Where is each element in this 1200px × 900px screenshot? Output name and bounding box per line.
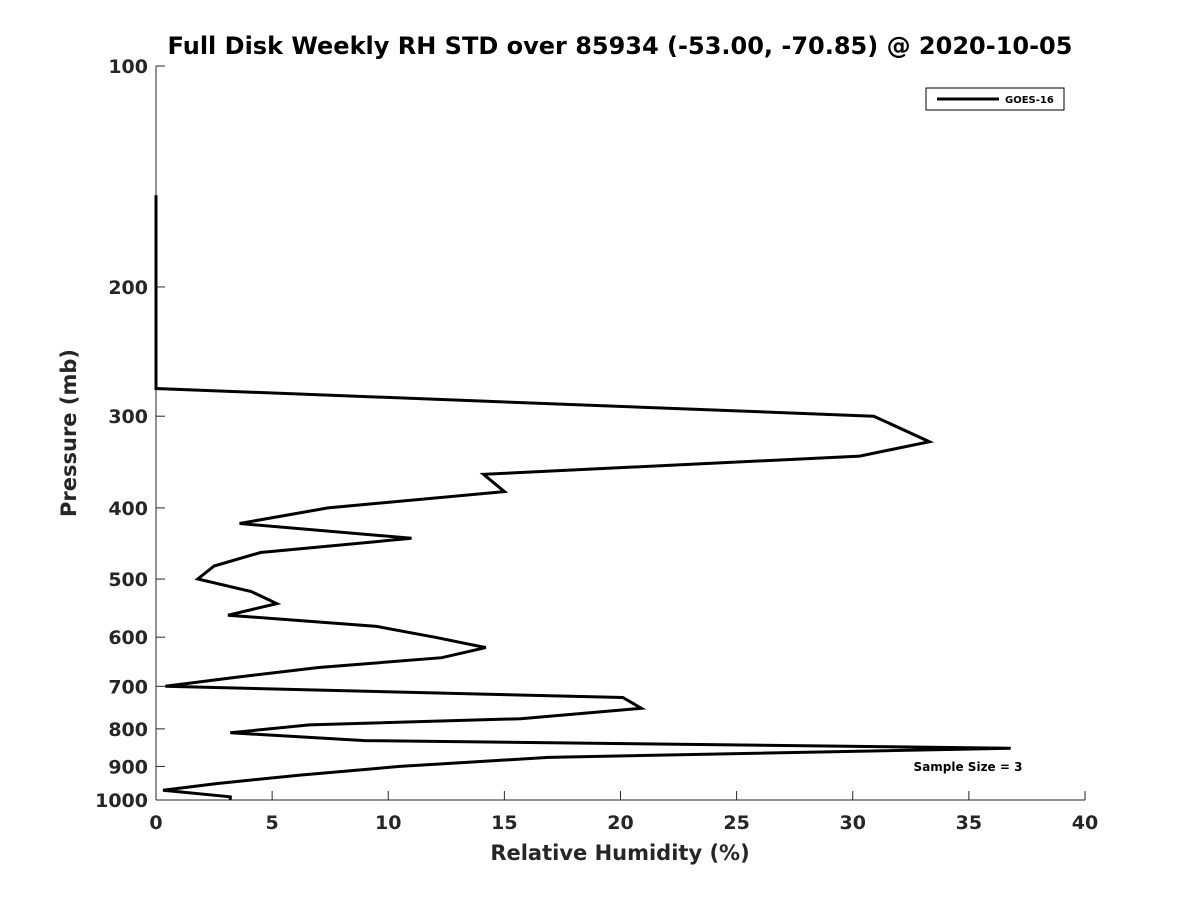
series-line-GOES-16 xyxy=(156,195,1011,800)
y-tick-label-800: 800 xyxy=(108,719,148,741)
y-tick-label-100: 100 xyxy=(108,56,148,78)
x-tick-label-30: 30 xyxy=(840,812,866,834)
x-tick-label-25: 25 xyxy=(723,812,749,834)
legend: GOES-16 xyxy=(926,88,1064,110)
y-tick-label-1000: 1000 xyxy=(95,790,148,812)
y-axis: 100 200 300 400 500 600 700 800 900 1000 xyxy=(95,56,165,812)
rh-std-profile-chart: Full Disk Weekly RH STD over 85934 (-53.… xyxy=(0,0,1200,900)
series-layer xyxy=(156,195,1011,800)
x-tick-label-40: 40 xyxy=(1072,812,1098,834)
x-axis: 0 5 10 15 20 25 30 35 40 xyxy=(149,791,1098,834)
y-tick-label-600: 600 xyxy=(108,627,148,649)
y-tick-label-700: 700 xyxy=(108,676,148,698)
x-tick-label-5: 5 xyxy=(266,812,279,834)
x-axis-label: Relative Humidity (%) xyxy=(490,841,749,865)
x-tick-label-35: 35 xyxy=(956,812,982,834)
sample-size-annotation: Sample Size = 3 xyxy=(914,760,1023,774)
x-tick-label-15: 15 xyxy=(491,812,517,834)
x-tick-label-0: 0 xyxy=(149,812,162,834)
y-axis-label: Pressure (mb) xyxy=(57,349,81,517)
chart-title: Full Disk Weekly RH STD over 85934 (-53.… xyxy=(168,32,1073,60)
x-tick-label-10: 10 xyxy=(375,812,401,834)
y-tick-label-200: 200 xyxy=(108,277,148,299)
y-tick-label-400: 400 xyxy=(108,498,148,520)
y-tick-label-500: 500 xyxy=(108,569,148,591)
y-tick-label-900: 900 xyxy=(108,756,148,778)
y-tick-label-300: 300 xyxy=(108,406,148,428)
legend-label: GOES-16 xyxy=(1005,95,1054,106)
x-tick-label-20: 20 xyxy=(607,812,633,834)
